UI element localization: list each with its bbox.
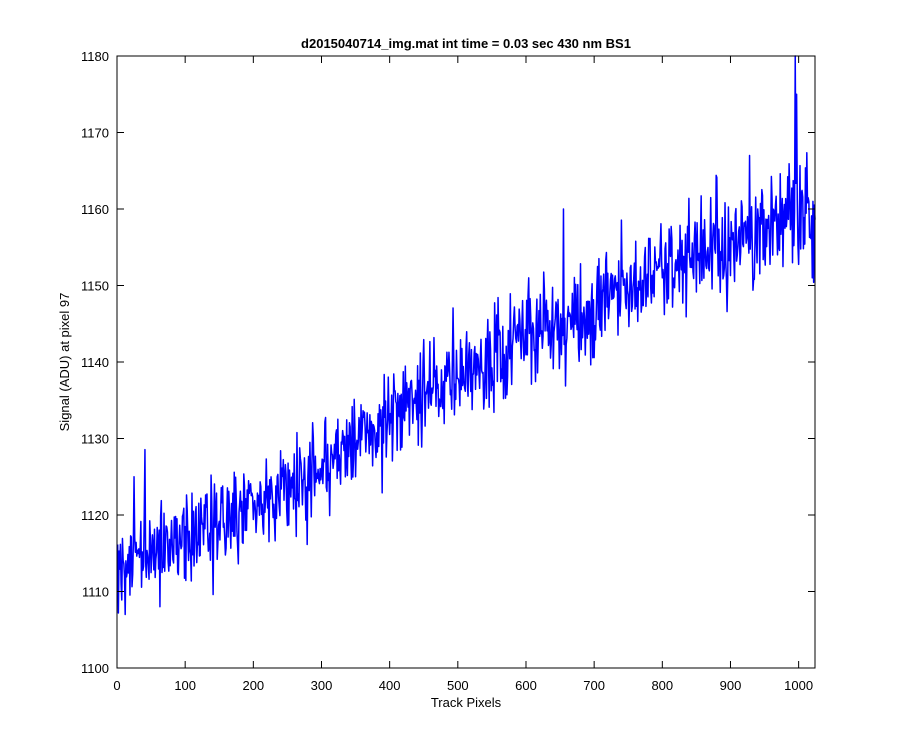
y-tick-label: 1130 xyxy=(81,432,109,447)
x-tick-label: 200 xyxy=(242,678,264,693)
y-tick-label: 1160 xyxy=(81,202,109,217)
x-tick-label: 900 xyxy=(720,678,742,693)
y-tick-label: 1180 xyxy=(81,49,109,64)
y-tick-label: 1110 xyxy=(82,585,109,600)
y-tick-label: 1120 xyxy=(81,508,109,523)
x-tick-label: 800 xyxy=(651,678,673,693)
x-tick-label: 700 xyxy=(583,678,605,693)
ticks-layer: 0 100 200 300 400 500 600 700 800 900 1000 1100 1110… xyxy=(81,49,815,693)
x-axis-label: Track Pixels xyxy=(431,695,502,710)
x-tick-label: 0 xyxy=(113,678,120,693)
y-tick-label: 1140 xyxy=(81,355,109,370)
y-tick-label: 1150 xyxy=(81,279,109,294)
y-axis-label: Signal (ADU) at pixel 97 xyxy=(57,293,72,432)
y-tick-label: 1170 xyxy=(81,126,109,141)
x-tick-label: 400 xyxy=(379,678,401,693)
chart-title: d2015040714_img.mat int time = 0.03 sec … xyxy=(301,36,631,51)
x-tick-label: 300 xyxy=(311,678,333,693)
x-tick-label: 500 xyxy=(447,678,469,693)
series-layer xyxy=(116,55,816,616)
y-tick-label: 1100 xyxy=(81,661,109,676)
x-tick-label: 100 xyxy=(174,678,196,693)
x-tick-label: 600 xyxy=(515,678,537,693)
series-line xyxy=(116,55,816,616)
x-tick-label: 1000 xyxy=(784,678,813,693)
plot-frame xyxy=(116,55,816,669)
